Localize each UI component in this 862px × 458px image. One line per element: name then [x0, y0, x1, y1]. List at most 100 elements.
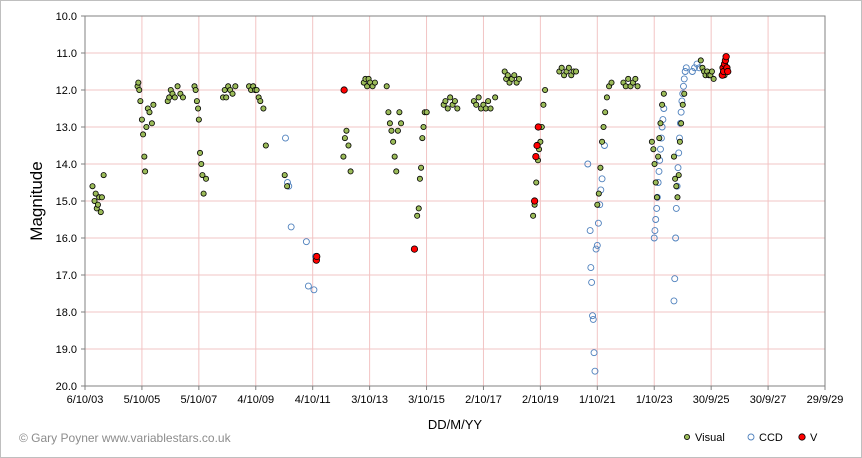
data-point-visual: [141, 153, 148, 160]
data-point-visual: [386, 120, 393, 127]
data-point-ccd: [650, 234, 658, 242]
data-point-visual: [447, 94, 454, 101]
legend-label-visual: Visual: [695, 432, 725, 444]
data-point-visual: [487, 105, 494, 112]
x-axis-title: DD/M/YY: [428, 417, 483, 432]
y-tick-label: 16.0: [56, 233, 77, 245]
legend-label-v: V: [810, 432, 818, 444]
data-point-visual: [385, 109, 392, 116]
data-point-visual: [98, 194, 105, 201]
data-point-visual: [257, 98, 264, 105]
data-point-visual: [419, 135, 426, 142]
data-point-visual: [501, 68, 508, 75]
data-point-ccd: [672, 234, 680, 242]
data-point-visual: [166, 94, 173, 101]
data-point-ccd: [302, 238, 310, 246]
data-point-visual: [679, 101, 686, 108]
data-point-visual: [383, 83, 390, 90]
data-point-visual: [670, 153, 677, 160]
data-point-visual: [253, 87, 260, 94]
data-point-v: [532, 153, 540, 161]
data-point-visual: [343, 127, 350, 134]
data-point-visual: [573, 68, 580, 75]
data-point-visual: [423, 109, 430, 116]
data-point-visual: [203, 175, 210, 182]
data-point-visual: [657, 120, 664, 127]
data-point-ccd: [688, 68, 696, 75]
data-point-ccd: [691, 64, 698, 72]
data-point-v: [313, 252, 321, 261]
y-tick-label: 10.0: [56, 11, 77, 23]
data-point-visual: [653, 194, 660, 201]
data-point-visual: [540, 101, 547, 108]
legend-marker-visual: [684, 433, 691, 440]
data-point-visual: [655, 153, 662, 160]
legend-marker-v: [798, 433, 806, 441]
x-tick-label: 4/10/09: [237, 394, 274, 406]
x-tick-label: 5/10/07: [180, 394, 217, 406]
data-point-visual: [558, 64, 565, 71]
data-point-ccd: [586, 227, 594, 235]
data-point-visual: [608, 79, 615, 86]
data-point-ccd: [282, 134, 289, 142]
data-point-visual: [485, 98, 492, 105]
data-point-ccd: [590, 349, 598, 357]
data-point-visual: [223, 94, 230, 101]
data-point-visual: [171, 94, 178, 101]
data-point-visual: [674, 194, 681, 201]
y-tick-label: 15.0: [56, 196, 77, 208]
data-point-visual: [140, 131, 147, 138]
data-point-visual: [148, 120, 155, 127]
data-point-visual: [650, 146, 657, 153]
data-point-visual: [398, 120, 405, 127]
x-tick-label: 3/10/15: [408, 394, 445, 406]
data-point-ccd: [589, 315, 597, 323]
data-point-visual: [195, 116, 202, 123]
data-point-v: [722, 53, 730, 61]
data-point-ccd: [675, 149, 683, 157]
data-point-visual: [451, 98, 458, 105]
data-point-ccd: [589, 312, 596, 320]
data-point-visual: [565, 64, 572, 71]
data-point-visual: [89, 183, 96, 190]
data-point-ccd: [304, 282, 312, 290]
data-point-visual: [678, 120, 685, 127]
data-point-visual: [100, 172, 107, 179]
data-point-visual: [625, 75, 632, 82]
data-point-ccd: [672, 204, 680, 212]
data-point-ccd: [592, 245, 600, 253]
data-point-visual: [137, 98, 144, 105]
data-point-visual: [416, 175, 423, 182]
data-point-visual: [504, 72, 511, 79]
data-point-ccd: [591, 367, 599, 375]
data-point-visual: [597, 164, 604, 171]
data-point-visual: [199, 172, 206, 179]
data-point-visual: [396, 109, 403, 116]
data-point-visual: [284, 183, 291, 190]
data-point-ccd: [674, 164, 682, 172]
legend: Visual CCD V: [684, 432, 818, 444]
data-point-visual: [648, 138, 655, 145]
data-point-ccd: [693, 60, 701, 68]
data-point-visual: [262, 142, 269, 149]
data-point-v: [534, 123, 542, 131]
data-point-visual: [393, 168, 400, 175]
data-point-visual: [390, 138, 397, 145]
data-point-visual: [473, 101, 480, 108]
x-tick-label: 1/10/23: [636, 394, 673, 406]
x-tick-label: 2/10/19: [522, 394, 559, 406]
data-point-visual: [281, 172, 288, 179]
credit-text: © Gary Poyner www.variablestars.co.uk: [19, 431, 232, 445]
data-point-visual: [174, 83, 181, 90]
legend-item-visual: Visual: [684, 432, 725, 444]
data-point-visual: [193, 98, 200, 105]
data-point-visual: [347, 168, 354, 175]
data-point-ccd: [657, 145, 664, 153]
data-point-visual: [632, 75, 639, 82]
y-tick-label: 17.0: [56, 270, 77, 282]
data-point-ccd: [681, 68, 689, 75]
data-point-visual: [371, 79, 378, 86]
x-tick-label: 1/10/21: [579, 394, 616, 406]
